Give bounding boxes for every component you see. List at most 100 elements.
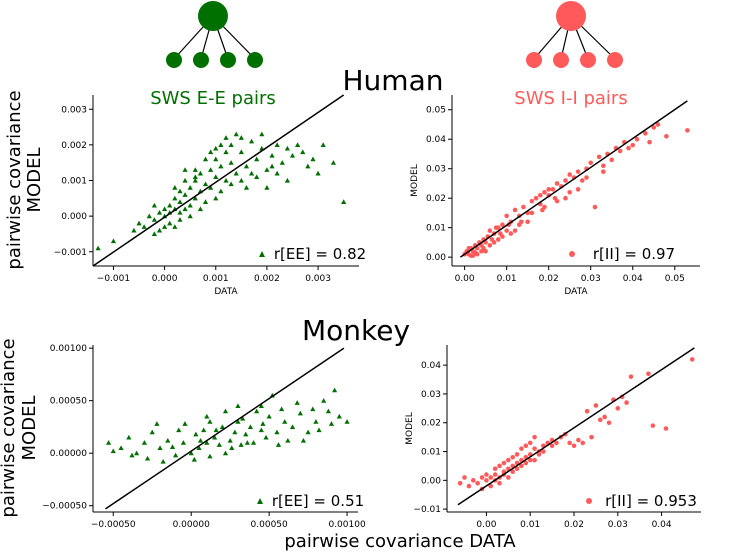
data-point: [588, 160, 594, 166]
legend-marker: [259, 251, 265, 257]
x-tick-label: 0.01: [520, 520, 540, 530]
data-point: [501, 460, 507, 466]
data-point: [154, 421, 160, 426]
human-ee-scatter-panel: −0.001 0.000 0.001 0.002 0.003 −0.001 0.000 0.0…: [54, 94, 366, 297]
data-point: [219, 424, 225, 430]
data-point: [229, 445, 235, 451]
data-point: [192, 195, 198, 201]
x-tick-label: 0.00050: [251, 520, 288, 530]
identity-line: [457, 347, 695, 506]
data-point: [498, 231, 503, 236]
data-point: [172, 185, 178, 190]
data-point: [320, 142, 326, 147]
x-tick-label: 0.03: [608, 520, 628, 530]
data-point: [289, 152, 296, 158]
data-point: [213, 427, 219, 433]
data-point: [222, 408, 229, 414]
data-point: [532, 434, 537, 440]
data-point: [238, 135, 244, 140]
data-point: [222, 450, 229, 456]
data-point: [521, 204, 526, 210]
data-point: [223, 177, 229, 183]
data-point: [305, 429, 311, 435]
data-point: [260, 421, 266, 426]
y-tick-label: 0.00: [426, 253, 446, 263]
data-point: [597, 417, 603, 423]
data-point: [489, 237, 495, 242]
data-point: [601, 163, 606, 169]
data-point: [243, 163, 250, 169]
data-point: [149, 429, 155, 435]
y-tick-label: 0.00: [421, 476, 441, 486]
y-tick-label: 0.03: [426, 165, 446, 175]
data-point: [481, 246, 486, 251]
data-point: [315, 170, 321, 176]
monkey-heading: Monkey: [302, 314, 410, 347]
data-point: [330, 160, 337, 165]
data-point: [510, 469, 515, 474]
data-point: [254, 408, 260, 414]
data-point: [223, 149, 229, 155]
data-point: [584, 408, 590, 414]
data-point: [146, 213, 152, 219]
data-point: [294, 400, 300, 405]
data-point: [575, 169, 581, 174]
data-point: [182, 206, 188, 212]
data-point: [172, 224, 178, 229]
bottom-xlabel: pairwise covariance DATA: [284, 531, 516, 552]
data-point: [187, 185, 193, 190]
y-tick-label: 0.002: [61, 141, 87, 151]
data-point: [510, 454, 515, 460]
y-axis-label: MODEL: [410, 164, 420, 196]
data-point: [554, 440, 559, 446]
data-point: [488, 483, 494, 489]
data-point: [487, 228, 493, 233]
data-point: [492, 466, 498, 472]
data-point: [500, 222, 505, 228]
y-tick-label: 0.03: [421, 390, 441, 400]
data-point: [201, 427, 207, 433]
data-point: [487, 243, 493, 248]
data-point: [508, 231, 514, 236]
y-tick-label: −0.001: [54, 248, 87, 258]
data-point: [274, 170, 280, 176]
data-point: [504, 228, 509, 233]
y-tick-label: −0.01: [413, 505, 441, 515]
y-tick-label: 0.00050: [50, 397, 87, 407]
data-point: [519, 446, 524, 451]
x-tick-label: 0.003: [305, 274, 331, 284]
data-point: [475, 480, 480, 486]
data-point: [177, 188, 183, 194]
data-point: [527, 440, 533, 446]
data-point: [457, 480, 463, 486]
data-point: [156, 209, 163, 215]
data-point: [514, 452, 520, 457]
data-point: [238, 177, 244, 183]
identity-line: [92, 94, 345, 267]
y-axis-label: MODEL: [405, 412, 415, 444]
data-point: [617, 148, 623, 154]
data-point: [144, 455, 151, 461]
data-point: [300, 149, 306, 155]
data-point: [462, 475, 467, 480]
data-point: [479, 475, 485, 480]
data-point: [519, 219, 524, 225]
data-point: [576, 437, 581, 443]
x-tick-label: 0.05: [665, 274, 685, 284]
data-point: [182, 421, 188, 426]
data-point: [264, 167, 270, 172]
data-point: [235, 419, 241, 424]
data-point: [202, 156, 209, 162]
data-point: [182, 177, 188, 183]
human-ylabel-line1: pairwise covariance: [4, 90, 25, 269]
data-point: [188, 450, 194, 456]
data-point: [540, 207, 545, 213]
data-point: [151, 202, 157, 208]
data-point: [532, 446, 537, 451]
data-point: [647, 139, 652, 145]
data-point: [202, 181, 209, 187]
data-point: [243, 431, 249, 437]
data-point: [151, 217, 157, 222]
data-point: [218, 163, 224, 169]
x-tick-label: 0.04: [623, 274, 643, 284]
